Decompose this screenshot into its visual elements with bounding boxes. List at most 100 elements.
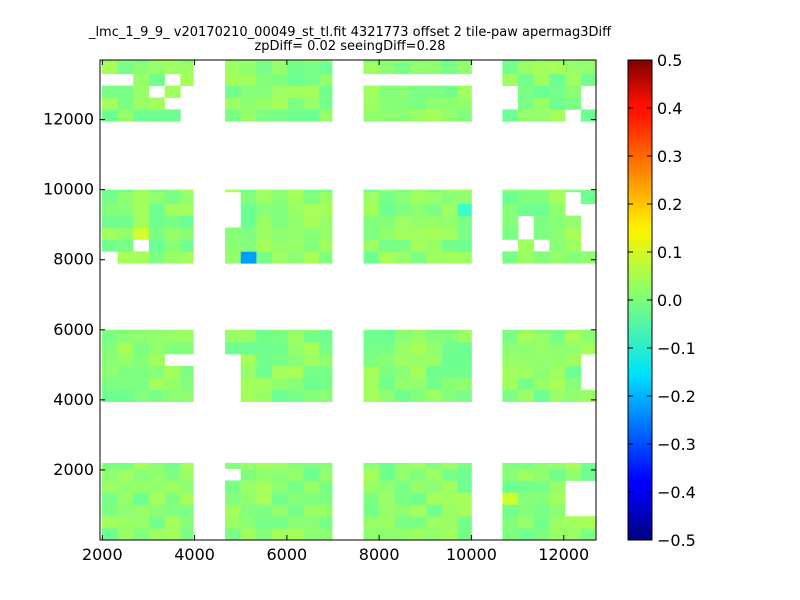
heatmap-cell (133, 389, 150, 402)
heatmap-cell (225, 109, 242, 122)
heatmap-cell (580, 516, 596, 529)
heatmap-cell (164, 251, 181, 264)
heatmap-cell (225, 342, 242, 355)
heatmap-cell (117, 504, 134, 517)
heatmap-cell (379, 227, 396, 240)
heatmap-cell (379, 109, 396, 122)
heatmap-cell (580, 462, 596, 469)
heatmap-cell (518, 516, 535, 529)
heatmap-cell (117, 61, 134, 75)
heatmap-cell (303, 215, 320, 228)
heatmap-cell (518, 377, 535, 391)
heatmap-cell (101, 504, 118, 517)
heatmap-cell (502, 60, 519, 63)
heatmap-cell (256, 85, 273, 98)
heatmap-cell (319, 365, 333, 379)
colorbar-tick-label: 0.3 (657, 147, 682, 166)
heatmap-cell (533, 251, 550, 264)
heatmap-cell (549, 97, 566, 110)
heatmap-cell (164, 528, 181, 540)
heatmap-cell (457, 342, 472, 355)
heatmap-cell (533, 389, 550, 402)
heatmap-cell (256, 330, 273, 343)
heatmap-cell (518, 251, 535, 264)
heatmap-cell (287, 330, 304, 343)
heatmap-cell (256, 377, 273, 391)
heatmap-cell (319, 342, 333, 355)
heatmap-cell (441, 528, 458, 540)
heatmap-cell (457, 462, 472, 469)
heatmap-cell (240, 365, 257, 379)
heatmap-cell (256, 504, 273, 517)
heatmap-cell (565, 528, 582, 540)
heatmap-cell (410, 189, 427, 193)
heatmap-cell (117, 239, 134, 252)
heatmap-cell (394, 203, 411, 216)
heatmap-cell (133, 189, 150, 193)
heatmap-cell (272, 60, 289, 63)
colorbar-tick-label: −0.1 (657, 339, 696, 358)
heatmap-cell (303, 329, 320, 331)
heatmap-cell (518, 189, 535, 193)
heatmap-cell (303, 251, 320, 264)
heatmap-cell (148, 468, 165, 481)
heatmap-cell (101, 97, 118, 110)
heatmap-cell (101, 377, 118, 391)
heatmap-cell (117, 203, 134, 216)
heatmap-cell (549, 492, 566, 505)
heatmap-cell (117, 528, 134, 540)
heatmap-cell (240, 528, 257, 540)
heatmap-cell (319, 239, 333, 252)
heatmap-cell (379, 462, 396, 469)
heatmap-cell (533, 462, 550, 469)
heatmap-cell (518, 329, 535, 331)
heatmap-cell (549, 389, 566, 402)
heatmap-cell (303, 516, 320, 529)
heatmap-cell (441, 239, 458, 252)
heatmap-cell (287, 365, 304, 379)
heatmap-cell (457, 468, 472, 481)
heatmap-cell (287, 203, 304, 216)
heatmap-cell (164, 342, 181, 355)
heatmap-cell (287, 504, 304, 517)
heatmap-cell (379, 215, 396, 228)
heatmap-cell (117, 365, 134, 379)
heatmap-cell (518, 203, 535, 216)
heatmap-cell (533, 85, 550, 98)
heatmap-cell (117, 60, 134, 63)
heatmap-cell (580, 109, 596, 122)
heatmap-cell (565, 330, 582, 343)
heatmap-cell (410, 528, 427, 540)
heatmap-cell (394, 227, 411, 240)
heatmap-cell (426, 109, 443, 122)
heatmap-cell (565, 389, 582, 402)
heatmap-cell (533, 329, 550, 331)
heatmap-cell (565, 377, 582, 391)
heatmap-cell (148, 329, 165, 331)
heatmap-cell (256, 462, 273, 469)
heatmap-cell (240, 468, 257, 481)
heatmap-cell (101, 85, 118, 98)
heatmap-cell (565, 462, 582, 469)
heatmap-cell (394, 365, 411, 379)
heatmap-cell (502, 227, 519, 240)
heatmap-cell (441, 353, 458, 367)
heatmap-cell (394, 189, 411, 193)
heatmap-cell (148, 330, 165, 343)
heatmap-cell (502, 504, 519, 517)
heatmap-cell (394, 389, 411, 402)
heatmap-cell (457, 61, 472, 75)
heatmap-cell (533, 492, 550, 505)
heatmap-cell (272, 504, 289, 517)
heatmap-cell (272, 85, 289, 98)
heatmap-cell (441, 492, 458, 505)
x-tick-label: 2000 (82, 545, 123, 564)
heatmap-cell (426, 480, 443, 493)
heatmap-cell (180, 61, 194, 75)
x-tick-label: 10000 (446, 545, 497, 564)
heatmap-cell (426, 227, 443, 240)
heatmap-cell (225, 73, 242, 86)
heatmap-cell (394, 97, 411, 110)
heatmap-cell (272, 468, 289, 481)
heatmap-cell (303, 342, 320, 355)
